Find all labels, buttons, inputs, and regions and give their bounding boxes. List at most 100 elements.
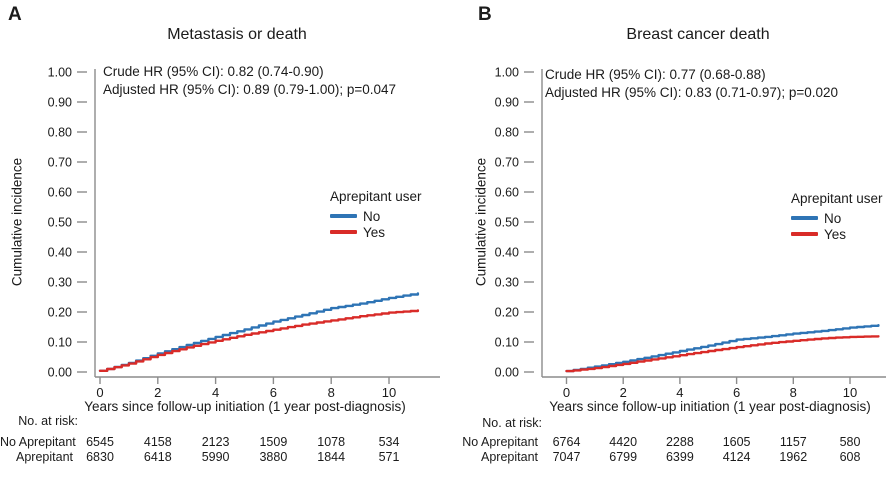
adjusted-hr-text: Adjusted HR (95% CI): 0.89 (0.79-1.00); … (103, 81, 397, 97)
y-tick-label: 0.90 (495, 96, 519, 110)
at-risk-value: 7047 (553, 450, 581, 464)
y-tick-label: 0.90 (48, 96, 72, 110)
legend-item-no: No (330, 208, 422, 224)
y-tick-label: 0.40 (495, 246, 519, 260)
legend-item-no: No (791, 210, 883, 226)
legend-label-yes: Yes (363, 224, 386, 240)
legend-line-no-icon (330, 214, 357, 218)
legend: Aprepitant user No Yes (330, 189, 422, 240)
series-line-no (98, 292, 420, 372)
at-risk-value: 4420 (609, 435, 637, 449)
at-risk-value: 2288 (666, 435, 694, 449)
at-risk-value: 6799 (609, 450, 637, 464)
at-risk-value: 608 (840, 450, 861, 464)
y-tick-label: 0.60 (48, 186, 72, 200)
y-tick-label: 0.50 (495, 216, 519, 230)
legend-line-yes-icon (791, 232, 818, 236)
panel-a-title: Metastasis or death (167, 26, 307, 43)
at-risk-value: 3880 (259, 450, 287, 464)
at-risk-value: 571 (379, 450, 400, 464)
at-risk-value: 1157 (780, 435, 807, 449)
x-tick-label: 10 (382, 385, 396, 400)
at-risk-value: 1962 (779, 450, 807, 464)
x-tick-label: 6 (270, 385, 277, 400)
legend-item-yes: Yes (791, 226, 883, 242)
y-tick-label: 0.00 (48, 366, 72, 380)
y-tick-label: 0.50 (48, 216, 72, 230)
legend-title: Aprepitant user (330, 189, 422, 204)
y-tick-label: 1.00 (48, 66, 72, 80)
y-tick-label: 0.20 (495, 306, 519, 320)
x-tick-label: 0 (96, 385, 103, 400)
panel-b: 0.00 0.10 0.20 0.30 0.40 0.50 0.60 0.70 0.80 0.90… (445, 0, 891, 479)
panel-b-title: Breast cancer death (626, 26, 770, 43)
at-risk-value: 1078 (317, 435, 345, 449)
y-tick-label: 0.20 (48, 306, 72, 320)
panel-a-label: A (8, 4, 22, 25)
at-risk-value: 6418 (144, 450, 172, 464)
at-risk-header: No. at risk: (482, 416, 542, 430)
x-tick-label: 10 (843, 385, 857, 400)
at-risk-value: 1605 (723, 435, 751, 449)
legend-line-no-icon (791, 216, 818, 220)
at-risk-value: 1509 (259, 435, 287, 449)
at-risk-value: 6764 (553, 435, 581, 449)
series-line-yes (565, 335, 880, 373)
y-tick-label: 0.00 (495, 366, 519, 380)
x-axis-label: Years since follow-up initiation (1 year… (549, 399, 871, 414)
y-tick-label: 0.10 (48, 336, 72, 350)
at-risk-value: 4158 (144, 435, 172, 449)
crude-hr-text: Crude HR (95% CI): 0.77 (0.68-0.88) (545, 67, 766, 82)
x-tick-label: 8 (790, 385, 797, 400)
at-risk-value: 534 (379, 435, 400, 449)
at-risk-value: 4124 (723, 450, 751, 464)
legend-label-yes: Yes (824, 226, 847, 242)
legend-item-yes: Yes (330, 224, 422, 240)
at-risk-value: 5990 (202, 450, 230, 464)
panel-b-chart: 0.00 0.10 0.20 0.30 0.40 0.50 0.60 0.70 0.80 0.90… (495, 66, 886, 464)
at-risk-value: 580 (840, 435, 861, 449)
y-tick-label: 0.80 (48, 126, 72, 140)
at-risk-value: 1844 (317, 450, 345, 464)
panel-b-label: B (478, 4, 492, 25)
at-risk-header: No. at risk: (18, 414, 78, 428)
y-tick-label: 1.00 (495, 66, 519, 80)
y-axis-label: Cumulative incidence (9, 157, 25, 287)
legend: Aprepitant user No Yes (791, 191, 883, 242)
at-risk-value: 6830 (86, 450, 114, 464)
x-tick-label: 0 (563, 385, 570, 400)
x-axis-label: Years since follow-up initiation (1 year… (84, 399, 406, 414)
x-tick-label: 4 (212, 385, 219, 400)
y-tick-label: 0.40 (48, 246, 72, 260)
at-risk-value: 2123 (202, 435, 230, 449)
crude-hr-text: Crude HR (95% CI): 0.82 (0.74-0.90) (103, 64, 324, 79)
x-tick-label: 8 (328, 385, 335, 400)
y-axis-label: Cumulative incidence (473, 157, 489, 287)
at-risk-row-label-no: No Aprepitant (0, 435, 76, 449)
x-tick-label: 2 (154, 385, 161, 400)
adjusted-hr-text: Adjusted HR (95% CI): 0.83 (0.71-0.97); … (545, 84, 839, 100)
y-tick-label: 0.70 (495, 156, 519, 170)
y-tick-label: 0.10 (495, 336, 519, 350)
at-risk-row-label-no: No Aprepitant (462, 435, 538, 449)
at-risk-value: 6545 (86, 435, 114, 449)
x-tick-label: 6 (733, 385, 740, 400)
panel-a: 0.00 0.10 0.20 0.30 0.40 0.50 0.60 0.70 0.80 0.90… (0, 4, 440, 464)
at-risk-row-label-yes: Aprepitant (481, 450, 538, 464)
x-tick-label: 4 (676, 385, 683, 400)
legend-label-no: No (363, 208, 381, 224)
panel-a-chart: 0.00 0.10 0.20 0.30 0.40 0.50 0.60 0.70 0.80 0.90… (48, 66, 440, 464)
x-tick-label: 2 (620, 385, 627, 400)
hr-annotation: Crude HR (95% CI): 0.82 (0.74-0.90) Adju… (103, 63, 396, 98)
at-risk-row-label-yes: Aprepitant (16, 450, 73, 464)
y-tick-label: 0.80 (495, 126, 519, 140)
y-tick-label: 0.70 (48, 156, 72, 170)
legend-title: Aprepitant user (791, 191, 883, 206)
at-risk-value: 6399 (666, 450, 694, 464)
series-line-yes (98, 309, 420, 372)
y-tick-label: 0.60 (495, 186, 519, 200)
y-tick-label: 0.30 (495, 276, 519, 290)
hr-annotation: Crude HR (95% CI): 0.77 (0.68-0.88) Adju… (545, 66, 838, 101)
legend-label-no: No (824, 210, 842, 226)
